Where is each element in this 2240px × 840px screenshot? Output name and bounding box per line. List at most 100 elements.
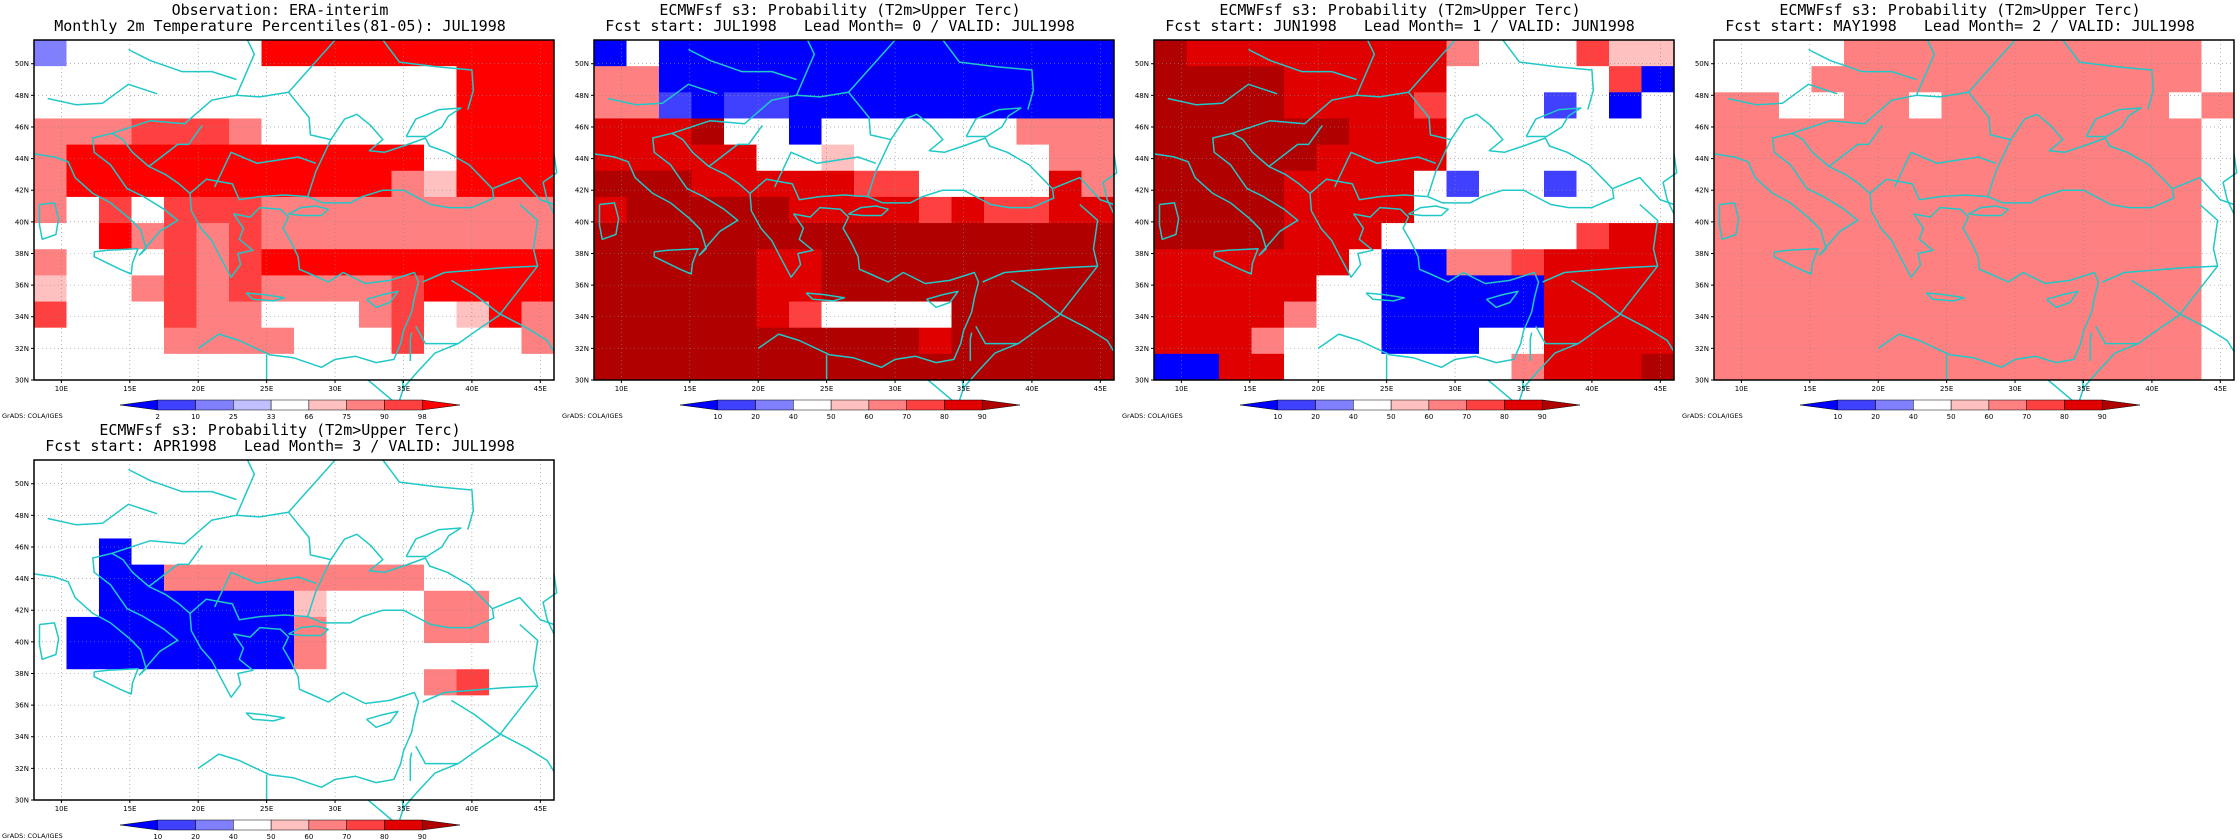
- grid-cell: [521, 40, 555, 67]
- grid-cell: [34, 721, 67, 749]
- grid-cell: [919, 66, 952, 93]
- grid-cell: [1479, 353, 1512, 381]
- grid-cell: [456, 196, 490, 224]
- grid-cell: [326, 92, 360, 119]
- lat-tick-label: 38N: [15, 250, 29, 258]
- grads-credit: GrADS: COLA/IGES: [2, 412, 63, 420]
- grid-cell: [1941, 92, 1975, 119]
- colorbar-swatch: [906, 399, 945, 411]
- grid-cell: [1349, 249, 1382, 276]
- grid-cell: [2071, 249, 2105, 276]
- panel-title-line1: ECMWFsf s3: Probability (T2m>Upper Terc): [1219, 1, 1581, 19]
- grid-cell: [1049, 275, 1082, 303]
- grid-cell: [229, 643, 262, 670]
- grid-cell: [34, 773, 67, 801]
- grid-cell: [1251, 92, 1285, 119]
- grid-cell: [1844, 223, 1877, 250]
- grid-cell: [1251, 275, 1285, 303]
- grid-cell: [489, 275, 522, 303]
- grid-cell: [391, 144, 425, 172]
- grid-cell: [99, 223, 132, 250]
- grid-cell: [594, 144, 627, 172]
- grid-cell: [1414, 40, 1447, 67]
- grid-cell: [1381, 170, 1415, 198]
- grid-cell: [1609, 327, 1642, 355]
- lon-tick-label: 45E: [1654, 385, 1667, 393]
- grid-cell: [1016, 118, 1050, 146]
- grid-cell: [424, 144, 457, 172]
- grid-cell: [919, 196, 952, 224]
- grid-cell: [489, 223, 522, 250]
- grid-cell: [821, 118, 855, 146]
- grid-cell: [1941, 118, 1975, 146]
- grid-cell: [261, 721, 295, 749]
- grid-cell: [2039, 249, 2072, 276]
- grid-cell: [66, 196, 100, 224]
- grid-cell: [2006, 301, 2040, 329]
- grid-cell: [359, 773, 392, 801]
- grid-cell: [1714, 40, 1747, 67]
- grid-cell: [1016, 249, 1050, 276]
- grid-cell: [2201, 301, 2235, 329]
- colorbar-swatch: [1353, 399, 1392, 411]
- coastline: [942, 39, 1035, 110]
- grid-cell: [1909, 301, 1942, 329]
- grid-cell: [131, 196, 165, 224]
- coastline: [1309, 178, 1428, 201]
- colorbar-swatch: [421, 399, 461, 411]
- grid-cell: [391, 460, 425, 487]
- grid-cell: [1746, 40, 1780, 67]
- grid-cell: [1714, 144, 1747, 172]
- panel-title-line2: Fcst start: JUN1998 Lead Month= 1 / VALI…: [1165, 17, 1635, 35]
- lat-tick-label: 48N: [1695, 92, 1709, 100]
- grid-cell: [1974, 40, 2007, 67]
- grid-cell: [626, 66, 660, 93]
- grid-cell: [424, 118, 457, 146]
- grid-cell: [2104, 196, 2137, 224]
- coastline: [2062, 39, 2155, 110]
- lat-tick-label: 44N: [1695, 155, 1709, 163]
- grid-cell: [1941, 40, 1975, 67]
- grid-cell: [2006, 66, 2040, 93]
- grid-cell: [1576, 196, 1610, 224]
- grid-cell: [789, 118, 822, 146]
- grid-cell: [1186, 118, 1220, 146]
- grid-cell: [724, 353, 757, 381]
- grid-cell: [1219, 275, 1252, 303]
- grid-cell: [1316, 196, 1350, 224]
- coastline: [975, 265, 1099, 345]
- lon-tick-label: 35E: [397, 385, 410, 393]
- grid-cell: [2169, 118, 2202, 146]
- grid-cell: [1544, 353, 1577, 381]
- colorbar-swatch: [421, 819, 461, 831]
- grid-cell: [424, 40, 457, 67]
- grid-cell: [1609, 144, 1642, 172]
- grid-cell: [1284, 327, 1317, 355]
- grid-cell: [1811, 353, 1845, 381]
- grid-cell: [1844, 66, 1877, 93]
- grid-cell: [1381, 275, 1415, 303]
- grid-cell: [1049, 223, 1082, 250]
- grid-cell: [424, 66, 457, 93]
- lon-tick-label: 45E: [2214, 385, 2227, 393]
- grid-cell: [66, 223, 100, 250]
- lat-tick-label: 32N: [1695, 345, 1709, 353]
- grid-cell: [821, 66, 855, 93]
- colorbar-swatch: [346, 399, 385, 411]
- grid-cell: [1641, 66, 1675, 93]
- grid-cell: [1511, 170, 1545, 198]
- grid-cell: [164, 301, 197, 329]
- grid-cell: [1811, 327, 1845, 355]
- grid-cell: [489, 538, 522, 566]
- grid-cell: [34, 327, 67, 355]
- grid-cell: [1641, 40, 1675, 67]
- lon-tick-label: 10E: [615, 385, 628, 393]
- coastline: [1011, 279, 1115, 352]
- colorbar-swatch: [1428, 399, 1467, 411]
- grid-cell: [919, 170, 952, 198]
- colorbar-swatch: [157, 819, 196, 831]
- grid-cell: [326, 327, 360, 355]
- grid-cell: [229, 695, 262, 723]
- grid-cell: [1511, 92, 1545, 119]
- coastline: [1486, 290, 1519, 309]
